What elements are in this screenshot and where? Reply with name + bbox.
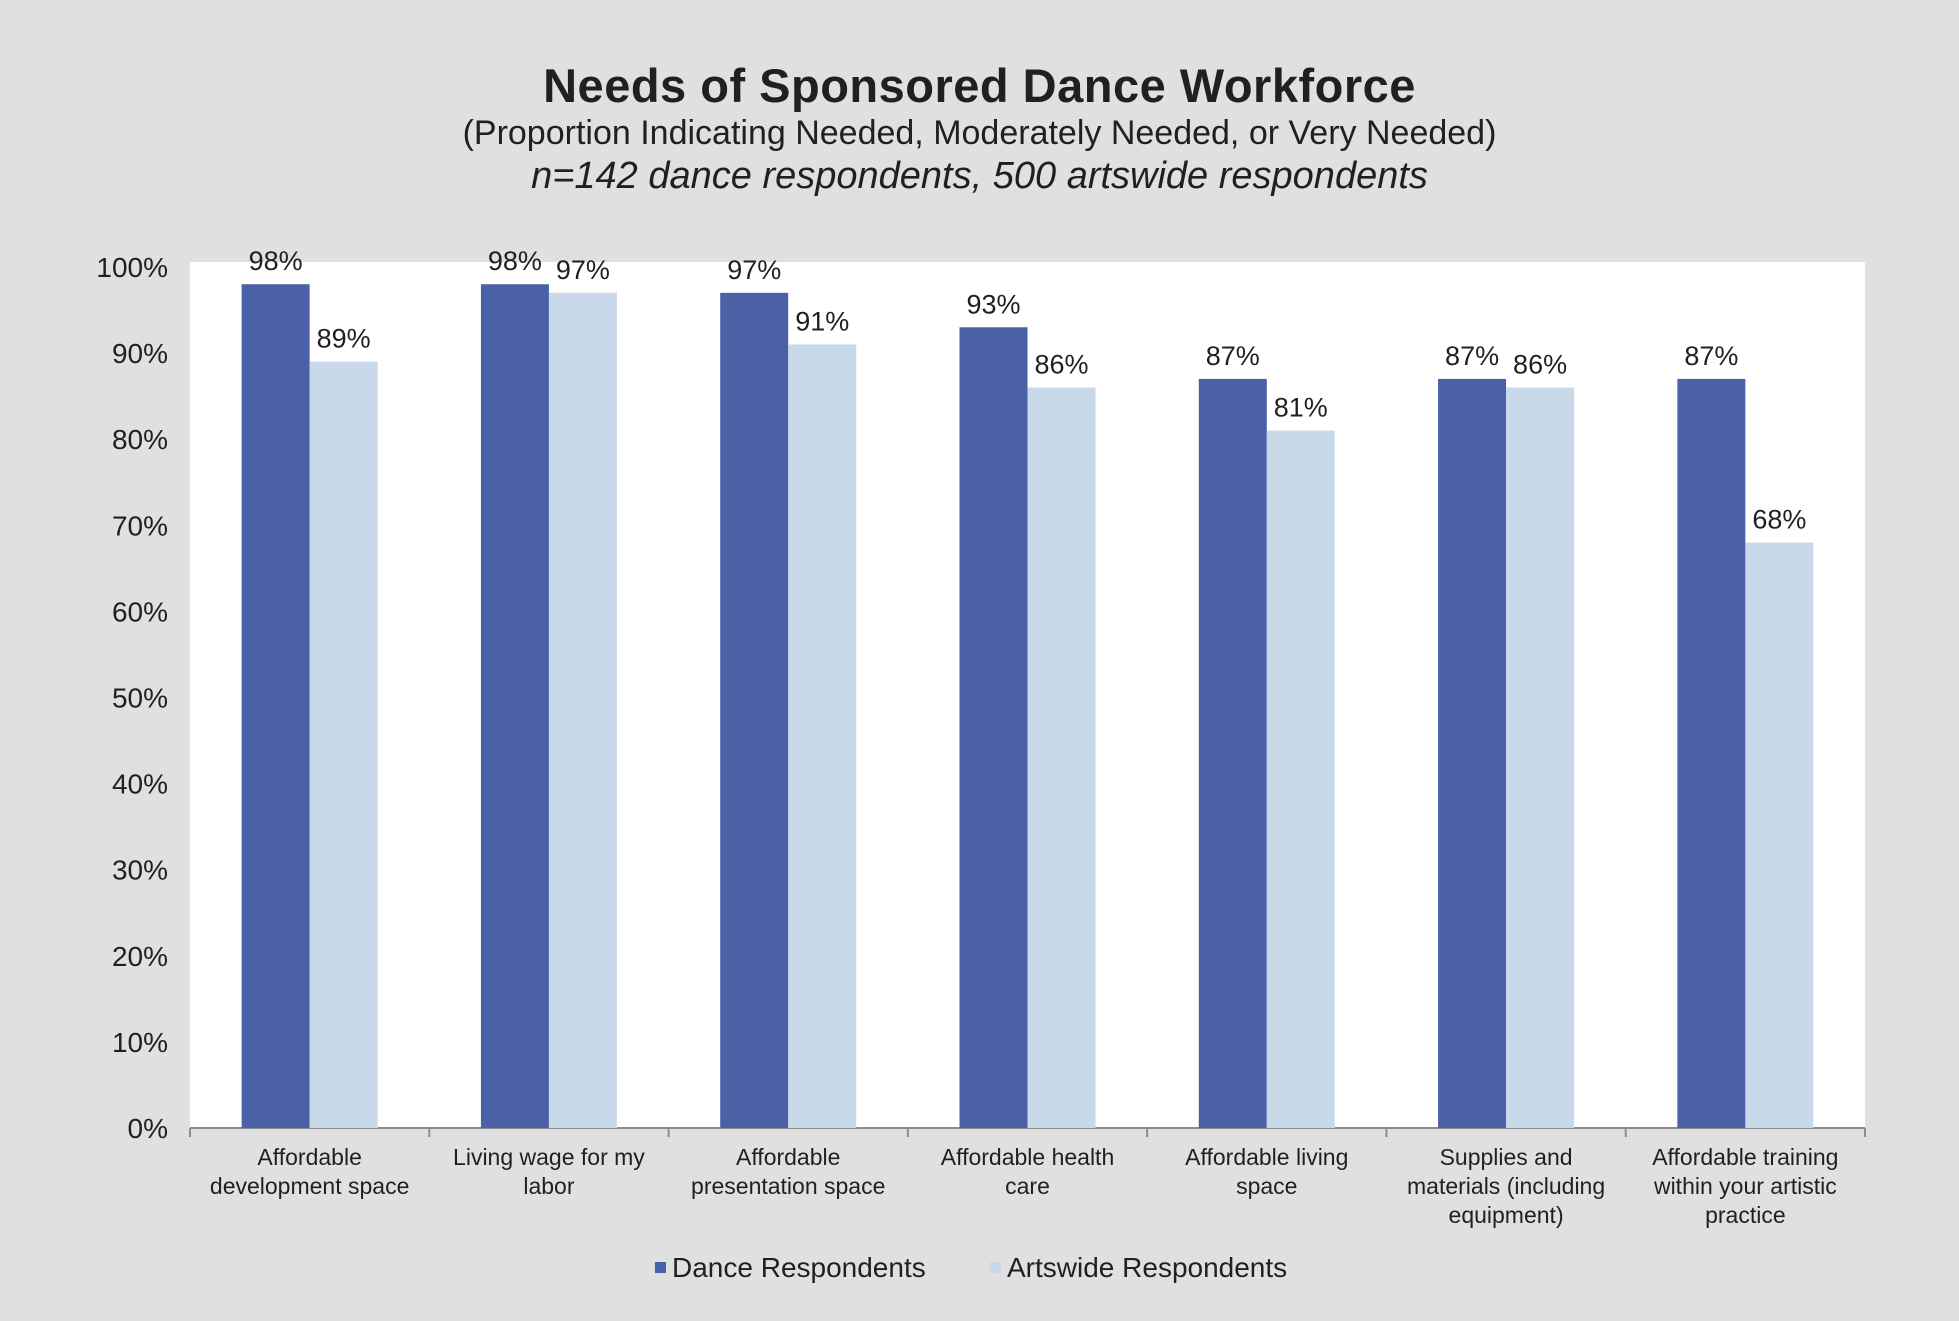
bar-artswide bbox=[1266, 430, 1335, 1129]
bar-dance bbox=[720, 292, 789, 1129]
category-label: Affordable training within your artistic p… bbox=[1652, 1144, 1838, 1228]
y-axis: 0% 10% 20% 30% 40% 50% 60% 70% 80% 90% 100% bbox=[96, 252, 168, 1144]
data-label: 68% bbox=[1752, 505, 1806, 535]
bar-artswide bbox=[788, 344, 857, 1128]
bar-dance bbox=[1677, 378, 1746, 1128]
data-label: 98% bbox=[488, 246, 542, 276]
category-label: Supplies and materials (including equipmen… bbox=[1407, 1144, 1605, 1228]
category-label: Living wage for my labor bbox=[453, 1144, 645, 1199]
data-label: 87% bbox=[1684, 341, 1738, 371]
y-tick-label: 20% bbox=[112, 941, 168, 972]
data-label: 86% bbox=[1513, 350, 1567, 380]
y-tick-label: 40% bbox=[112, 769, 168, 800]
bar-dance bbox=[241, 284, 310, 1129]
category-labels: Affordable development space Living wage f… bbox=[210, 1144, 1839, 1228]
legend-label: Artswide Respondents bbox=[1007, 1252, 1287, 1283]
data-label: 93% bbox=[966, 289, 1020, 319]
category-label: Affordable health care bbox=[941, 1144, 1115, 1199]
chart-note: n=142 dance respondents, 500 artswide re… bbox=[531, 155, 1428, 197]
bar-dance bbox=[959, 327, 1028, 1128]
data-label: 97% bbox=[556, 255, 610, 285]
chart-subtitle: (Proportion Indicating Needed, Moderatel… bbox=[462, 114, 1497, 152]
data-label: 97% bbox=[727, 255, 781, 285]
legend: Dance Respondents Artswide Respondents bbox=[655, 1252, 1287, 1283]
y-tick-label: 90% bbox=[112, 338, 168, 369]
legend-swatch bbox=[655, 1262, 666, 1273]
category-label: Affordable presentation space bbox=[691, 1144, 885, 1199]
y-tick-label: 30% bbox=[112, 855, 168, 886]
data-label: 89% bbox=[317, 324, 371, 354]
y-tick-label: 100% bbox=[96, 252, 168, 283]
bar-artswide bbox=[548, 292, 617, 1129]
data-label: 91% bbox=[795, 306, 849, 336]
x-axis bbox=[189, 1127, 1866, 1137]
bars bbox=[241, 284, 1814, 1129]
bar-artswide bbox=[309, 361, 378, 1129]
data-label: 98% bbox=[249, 246, 303, 276]
bar-dance bbox=[1438, 378, 1507, 1128]
bar-dance bbox=[480, 284, 549, 1129]
y-tick-label: 70% bbox=[112, 510, 168, 541]
data-label: 87% bbox=[1445, 341, 1499, 371]
bar-dance bbox=[1198, 378, 1267, 1128]
data-label: 87% bbox=[1206, 341, 1260, 371]
y-tick-label: 50% bbox=[112, 683, 168, 714]
y-tick-label: 60% bbox=[112, 596, 168, 627]
y-tick-label: 10% bbox=[112, 1027, 168, 1058]
y-tick-label: 0% bbox=[128, 1113, 168, 1144]
bar-artswide bbox=[1506, 387, 1575, 1128]
legend-swatch bbox=[990, 1262, 1001, 1273]
data-labels: 98% 89% 98% 97% 97% 91% 93% 86% 87% 81% 87% 86% 87% 6… bbox=[249, 246, 1807, 534]
bar-artswide bbox=[1745, 542, 1814, 1128]
bar-artswide bbox=[1027, 387, 1096, 1128]
chart-title: Needs of Sponsored Dance Workforce bbox=[543, 59, 1416, 112]
y-tick-label: 80% bbox=[112, 424, 168, 455]
data-label: 81% bbox=[1274, 393, 1328, 423]
data-label: 86% bbox=[1034, 350, 1088, 380]
legend-label: Dance Respondents bbox=[672, 1252, 926, 1283]
category-label: Affordable living space bbox=[1185, 1144, 1348, 1199]
category-label: Affordable development space bbox=[210, 1144, 409, 1199]
